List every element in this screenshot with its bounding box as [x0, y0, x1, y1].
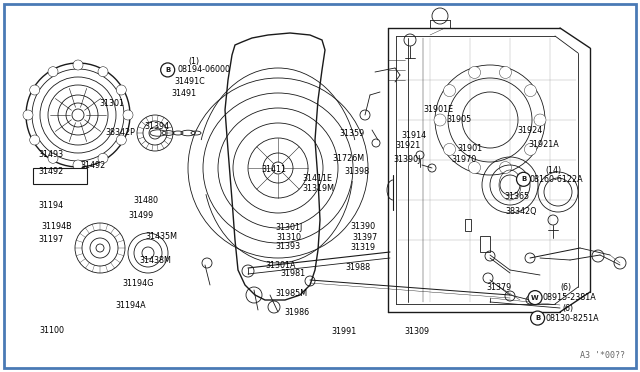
- FancyBboxPatch shape: [33, 168, 87, 184]
- Text: 31100: 31100: [40, 326, 65, 335]
- Circle shape: [528, 291, 542, 305]
- Text: 31194G: 31194G: [123, 279, 154, 288]
- Text: 31319: 31319: [351, 243, 376, 252]
- Circle shape: [499, 161, 511, 174]
- Text: 31197: 31197: [38, 235, 63, 244]
- Text: 31726M: 31726M: [333, 154, 365, 163]
- Text: 31194: 31194: [38, 201, 63, 210]
- Text: 31991: 31991: [332, 327, 356, 336]
- Text: 38342P: 38342P: [106, 128, 136, 137]
- Bar: [480, 236, 490, 252]
- Circle shape: [434, 114, 446, 126]
- Text: 31411: 31411: [261, 165, 286, 174]
- Text: 31398: 31398: [344, 167, 369, 176]
- Text: W: W: [531, 295, 539, 301]
- Text: B: B: [535, 315, 540, 321]
- Circle shape: [48, 153, 58, 163]
- Text: 31480: 31480: [133, 196, 158, 205]
- Circle shape: [534, 114, 546, 126]
- Text: 31394: 31394: [144, 122, 169, 131]
- Text: 31905: 31905: [447, 115, 472, 124]
- Circle shape: [524, 84, 536, 97]
- Text: A3 '*00??: A3 '*00??: [580, 351, 625, 360]
- Bar: [465, 219, 471, 231]
- Text: (14): (14): [545, 166, 561, 175]
- Text: 31301: 31301: [99, 99, 124, 108]
- Text: 31435M: 31435M: [146, 232, 178, 241]
- Circle shape: [73, 160, 83, 170]
- Text: 31310: 31310: [276, 233, 301, 242]
- Text: 08130-8251A: 08130-8251A: [545, 314, 599, 323]
- Circle shape: [531, 311, 545, 325]
- Circle shape: [524, 143, 536, 155]
- Text: B: B: [165, 67, 170, 73]
- Text: B: B: [521, 176, 526, 182]
- Text: 31379: 31379: [486, 283, 511, 292]
- Text: 31390J: 31390J: [394, 155, 421, 164]
- Text: 31359: 31359: [339, 129, 364, 138]
- Text: 31319M: 31319M: [302, 185, 334, 193]
- Text: 31194B: 31194B: [42, 222, 72, 231]
- Circle shape: [499, 67, 511, 78]
- Text: 31301J: 31301J: [275, 223, 303, 232]
- Circle shape: [116, 85, 126, 95]
- Text: (6): (6): [562, 304, 573, 312]
- Text: 31194A: 31194A: [115, 301, 146, 310]
- Circle shape: [98, 153, 108, 163]
- Circle shape: [444, 84, 456, 97]
- Text: (1): (1): [189, 57, 200, 66]
- Circle shape: [444, 143, 456, 155]
- Text: 31988: 31988: [346, 263, 371, 272]
- Circle shape: [116, 135, 126, 145]
- Text: 31924: 31924: [517, 126, 542, 135]
- Circle shape: [73, 60, 83, 70]
- Circle shape: [516, 172, 531, 186]
- Text: 31901E: 31901E: [424, 105, 454, 114]
- Circle shape: [468, 161, 481, 174]
- Text: 31985M: 31985M: [275, 289, 307, 298]
- Text: 31492: 31492: [80, 161, 105, 170]
- Circle shape: [23, 110, 33, 120]
- Text: 31438M: 31438M: [140, 256, 172, 265]
- Text: 31365: 31365: [504, 192, 529, 201]
- Text: 08194-06000: 08194-06000: [178, 65, 231, 74]
- Text: 31411E: 31411E: [302, 174, 332, 183]
- Text: 31970: 31970: [451, 155, 476, 164]
- Circle shape: [48, 67, 58, 77]
- Text: 31901: 31901: [458, 144, 483, 153]
- Text: 31301A: 31301A: [266, 262, 296, 270]
- Circle shape: [468, 67, 481, 78]
- Text: 31493: 31493: [38, 150, 63, 159]
- Circle shape: [98, 67, 108, 77]
- Text: 31491: 31491: [172, 89, 196, 98]
- Text: 31981: 31981: [280, 269, 305, 278]
- Text: 31914: 31914: [402, 131, 427, 140]
- Circle shape: [123, 110, 133, 120]
- Circle shape: [29, 85, 40, 95]
- Circle shape: [29, 135, 40, 145]
- Text: 31491C: 31491C: [174, 77, 205, 86]
- Circle shape: [161, 63, 175, 77]
- Text: 38342Q: 38342Q: [506, 207, 537, 216]
- Text: 31986: 31986: [285, 308, 310, 317]
- Text: (6): (6): [560, 283, 571, 292]
- Text: 31499: 31499: [128, 211, 153, 219]
- Text: 08160-6122A: 08160-6122A: [530, 175, 584, 184]
- Text: 08915-2381A: 08915-2381A: [543, 293, 596, 302]
- Text: 31921A: 31921A: [528, 140, 559, 149]
- Text: 31921: 31921: [396, 141, 420, 150]
- Text: 31393: 31393: [275, 242, 300, 251]
- Text: 31309: 31309: [404, 327, 429, 336]
- Text: 31397: 31397: [352, 233, 377, 242]
- Text: 31492: 31492: [38, 167, 63, 176]
- Text: 31390: 31390: [351, 222, 376, 231]
